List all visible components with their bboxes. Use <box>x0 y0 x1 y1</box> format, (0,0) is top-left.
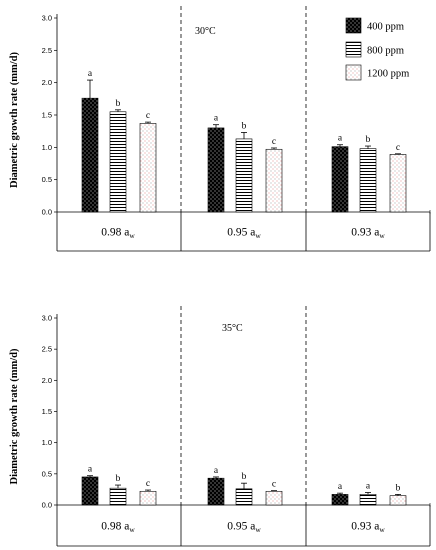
category-value: 0.98 a <box>101 521 129 533</box>
category-subscript: w <box>255 525 261 534</box>
bar <box>265 148 283 213</box>
y-tick-label: 2.5 <box>42 345 52 354</box>
significance-letter: a <box>214 114 219 124</box>
bar <box>139 123 157 213</box>
legend-swatch <box>345 41 362 58</box>
chart-panel-30c: 0.0 0.5 1.0 1.5 2.0 2.5 3.0 Diametric growth ra… <box>9 6 431 252</box>
significance-letter: a <box>88 69 93 79</box>
significance-letter: b <box>396 483 401 493</box>
significance-letter: c <box>146 111 150 121</box>
y-tick-label: 3.0 <box>42 14 52 23</box>
temperature-annotation: 30°C <box>195 26 216 37</box>
significance-letter: b <box>242 121 247 131</box>
category-label: 0.98 aw <box>101 521 135 535</box>
bar <box>265 490 283 506</box>
category-subscript: w <box>255 231 261 240</box>
chart-panel-35c: 0.0 0.5 1.0 1.5 2.0 2.5 3.0 Diametric growth ra… <box>9 306 431 547</box>
y-tick-label: 1.5 <box>42 407 52 416</box>
legend-label: 1200 ppm <box>367 69 409 80</box>
y-tick-label: 3.0 <box>42 314 52 323</box>
bar <box>331 146 349 213</box>
category-value: 0.93 a <box>351 227 379 239</box>
y-tick-label: 0.5 <box>42 469 52 478</box>
y-axis-title: Diametric growth rate (mm/d) <box>9 348 20 484</box>
significance-letter: a <box>366 482 371 492</box>
significance-letter: c <box>396 143 400 153</box>
category-label: 0.93 aw <box>351 227 385 241</box>
y-tick-label: 0.5 <box>42 175 52 184</box>
bar <box>235 488 253 506</box>
significance-letter: b <box>116 99 121 109</box>
y-tick-label: 0.0 <box>42 208 52 217</box>
y-tick-label: 0.0 <box>42 501 52 510</box>
significance-letter: a <box>214 466 219 476</box>
temperature-annotation: 35°C <box>222 323 243 334</box>
significance-letter: c <box>146 479 150 489</box>
chart-legend: 400 ppm 800 ppm 1200 ppm <box>345 17 409 81</box>
category-value: 0.93 a <box>351 521 379 533</box>
significance-letter: c <box>272 137 276 147</box>
bar <box>109 487 127 506</box>
legend-label: 800 ppm <box>367 46 404 57</box>
bar <box>359 494 377 506</box>
category-label: 0.95 aw <box>227 521 261 535</box>
bar <box>139 490 157 506</box>
y-tick-label: 1.0 <box>42 143 52 152</box>
category-label: 0.95 aw <box>227 227 261 241</box>
bar <box>81 476 99 506</box>
significance-letter: a <box>338 134 343 144</box>
legend-swatch <box>345 64 362 81</box>
category-value: 0.95 a <box>227 521 255 533</box>
category-subscript: w <box>129 525 135 534</box>
bar <box>207 127 225 213</box>
y-tick-label: 2.0 <box>42 78 52 87</box>
category-subscript: w <box>129 231 135 240</box>
bar <box>109 111 127 213</box>
bar <box>389 154 407 213</box>
bar <box>389 495 407 506</box>
legend-swatch <box>345 17 362 34</box>
category-value: 0.98 a <box>101 227 129 239</box>
bar <box>359 148 377 213</box>
category-value: 0.95 a <box>227 227 255 239</box>
y-tick-label: 2.0 <box>42 376 52 385</box>
bar <box>235 138 253 213</box>
significance-letter: b <box>366 135 371 145</box>
y-tick-label: 1.0 <box>42 438 52 447</box>
significance-letter: c <box>272 480 276 490</box>
bar <box>81 97 99 213</box>
bar <box>207 477 225 506</box>
category-label: 0.98 aw <box>101 227 135 241</box>
significance-letter: a <box>88 465 93 475</box>
y-axis-title: Diametric growth rate (mm/d) <box>9 52 20 188</box>
significance-letter: b <box>242 472 247 482</box>
significance-letter: b <box>116 474 121 484</box>
category-subscript: w <box>379 231 385 240</box>
category-label: 0.93 aw <box>351 521 385 535</box>
y-tick-label: 2.5 <box>42 46 52 55</box>
legend-label: 400 ppm <box>367 22 404 33</box>
significance-letter: a <box>338 482 343 492</box>
category-subscript: w <box>379 525 385 534</box>
y-tick-label: 1.5 <box>42 111 52 120</box>
bar <box>331 494 349 506</box>
